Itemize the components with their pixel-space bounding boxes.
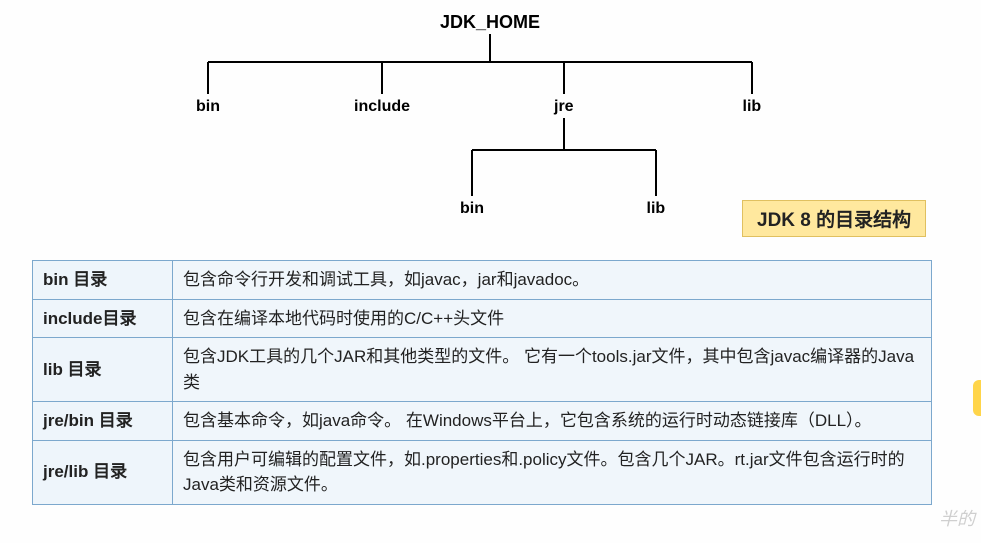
table-key: jre/lib 目录	[33, 440, 173, 504]
watermark: 半的	[939, 505, 975, 531]
tree-node-bin: bin	[196, 98, 220, 116]
table-row: lib 目录包含JDK工具的几个JAR和其他类型的文件。 它有一个tools.j…	[33, 338, 932, 402]
tree-root: JDK_HOME	[440, 12, 540, 33]
table-key: include目录	[33, 299, 173, 338]
table-key: bin 目录	[33, 261, 173, 300]
tree-node-jre-lib: lib	[647, 200, 666, 218]
table-key: jre/bin 目录	[33, 402, 173, 441]
table-row: include目录包含在编译本地代码时使用的C/C++头文件	[33, 299, 932, 338]
table-desc: 包含命令行开发和调试工具，如javac，jar和javadoc。	[173, 261, 932, 300]
table-desc: 包含用户可编辑的配置文件，如.properties和.policy文件。包含几个…	[173, 440, 932, 504]
table-row: bin 目录包含命令行开发和调试工具，如javac，jar和javadoc。	[33, 261, 932, 300]
table-row: jre/lib 目录包含用户可编辑的配置文件，如.properties和.pol…	[33, 440, 932, 504]
table-desc: 包含在编译本地代码时使用的C/C++头文件	[173, 299, 932, 338]
tree-node-lib: lib	[743, 98, 762, 116]
tree-node-include: include	[354, 98, 410, 116]
directory-table: bin 目录包含命令行开发和调试工具，如javac，jar和javadoc。in…	[32, 260, 932, 505]
table-desc: 包含JDK工具的几个JAR和其他类型的文件。 它有一个tools.jar文件，其…	[173, 338, 932, 402]
tree-node-jre-bin: bin	[460, 200, 484, 218]
table-row: jre/bin 目录包含基本命令，如java命令。 在Windows平台上，它包…	[33, 402, 932, 441]
tree-node-jre: jre	[554, 98, 574, 116]
table-desc: 包含基本命令，如java命令。 在Windows平台上，它包含系统的运行时动态链…	[173, 402, 932, 441]
table-key: lib 目录	[33, 338, 173, 402]
title-badge: JDK 8 的目录结构	[742, 200, 926, 237]
decoration-sliver	[973, 380, 981, 416]
